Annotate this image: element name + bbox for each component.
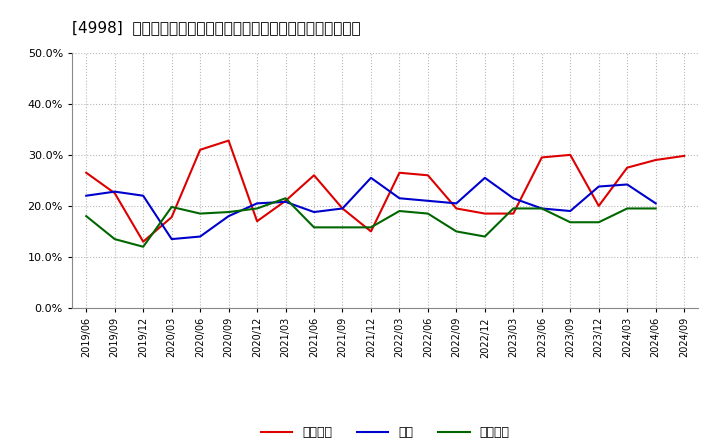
買入債務 <box>167 204 176 209</box>
買入債務 <box>82 213 91 219</box>
買入債務 <box>225 209 233 215</box>
Legend: 売上債権, 在庫, 買入債務: 売上債権, 在庫, 買入債務 <box>256 422 515 440</box>
在庫 <box>196 234 204 239</box>
売上債権 <box>196 147 204 152</box>
売上債権 <box>110 191 119 196</box>
在庫 <box>595 184 603 189</box>
在庫 <box>623 182 631 187</box>
在庫 <box>167 236 176 242</box>
売上債権 <box>652 158 660 163</box>
買入債務 <box>652 206 660 211</box>
売上債権 <box>225 138 233 143</box>
売上債権 <box>423 172 432 178</box>
在庫 <box>338 206 347 211</box>
買入債務 <box>509 206 518 211</box>
在庫 <box>82 193 91 198</box>
買入債務 <box>338 225 347 230</box>
在庫 <box>253 201 261 206</box>
売上債権 <box>480 211 489 216</box>
売上債権 <box>253 219 261 224</box>
売上債権 <box>566 152 575 158</box>
買入債務 <box>537 206 546 211</box>
売上債権 <box>282 198 290 203</box>
買入債務 <box>310 225 318 230</box>
在庫 <box>110 189 119 194</box>
買入債務 <box>595 220 603 225</box>
買入債務 <box>423 211 432 216</box>
買入債務 <box>139 244 148 249</box>
Line: 売上債権: 売上債権 <box>86 141 684 242</box>
在庫 <box>423 198 432 203</box>
在庫 <box>366 175 375 180</box>
買入債務 <box>623 206 631 211</box>
売上債権 <box>338 206 347 211</box>
Line: 在庫: 在庫 <box>86 178 656 239</box>
買入債務 <box>395 209 404 214</box>
Line: 買入債務: 買入債務 <box>86 198 656 247</box>
買入債務 <box>366 225 375 230</box>
売上債権 <box>366 229 375 234</box>
買入債務 <box>452 229 461 234</box>
売上債権 <box>395 170 404 176</box>
在庫 <box>537 206 546 211</box>
在庫 <box>225 213 233 219</box>
売上債権 <box>537 155 546 160</box>
在庫 <box>395 196 404 201</box>
売上債権 <box>623 165 631 170</box>
在庫 <box>452 201 461 206</box>
在庫 <box>480 175 489 180</box>
売上債権 <box>509 211 518 216</box>
買入債務 <box>253 206 261 211</box>
売上債権 <box>452 206 461 211</box>
在庫 <box>310 209 318 215</box>
在庫 <box>566 209 575 214</box>
Text: [4998]  売上債権、在庫、買入債務の総資産に対する比率の推移: [4998] 売上債権、在庫、買入債務の総資産に対する比率の推移 <box>72 20 361 35</box>
在庫 <box>509 196 518 201</box>
在庫 <box>139 193 148 198</box>
在庫 <box>282 199 290 205</box>
売上債権 <box>680 153 688 158</box>
売上債権 <box>310 172 318 178</box>
買入債務 <box>110 236 119 242</box>
売上債権 <box>139 239 148 244</box>
買入債務 <box>282 196 290 201</box>
売上債権 <box>595 203 603 209</box>
買入債務 <box>566 220 575 225</box>
在庫 <box>652 201 660 206</box>
買入債務 <box>480 234 489 239</box>
売上債権 <box>167 215 176 220</box>
売上債権 <box>82 170 91 176</box>
買入債務 <box>196 211 204 216</box>
